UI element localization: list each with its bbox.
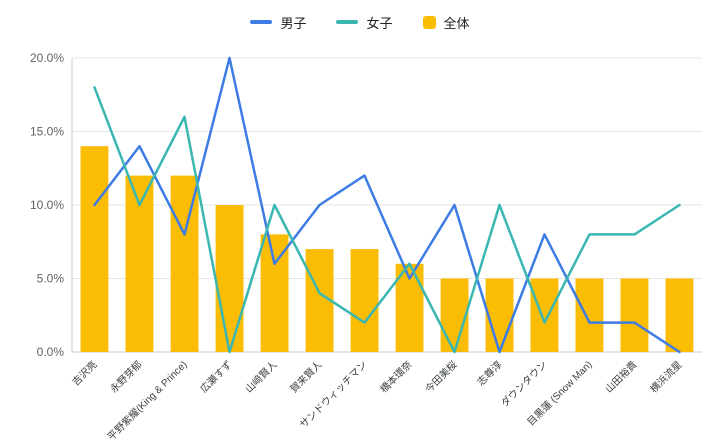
x-axis-category-label: 吉沢亮 bbox=[69, 358, 99, 388]
bar-overall-4[interactable] bbox=[260, 234, 289, 352]
x-axis-category-label: 山田裕貴 bbox=[602, 358, 639, 395]
bar-overall-11[interactable] bbox=[575, 278, 604, 353]
y-axis-tick-label: 0.0% bbox=[37, 345, 65, 359]
legend-item-overall[interactable]: 全体 bbox=[422, 13, 470, 32]
x-axis-category-label: 永野芽郁 bbox=[107, 358, 144, 395]
legend-label-boys: 男子 bbox=[280, 15, 307, 31]
bar-overall-10[interactable] bbox=[530, 278, 559, 353]
series-line-girls[interactable] bbox=[93, 86, 681, 354]
x-axis-category-label: ダウンタウン bbox=[498, 358, 550, 410]
y-axis-tick-label: 15.0% bbox=[30, 125, 64, 139]
legend-label-overall: 全体 bbox=[443, 15, 470, 31]
x-axis-category-label: 横浜流星 bbox=[647, 358, 684, 395]
legend-item-girls[interactable]: 女子 bbox=[336, 13, 393, 32]
line-marker-icon bbox=[336, 20, 359, 24]
y-axis-tick-label: 20.0% bbox=[30, 51, 64, 65]
legend-item-boys[interactable]: 男子 bbox=[250, 13, 306, 32]
y-axis-tick-label: 10.0% bbox=[30, 198, 64, 212]
bar-overall-8[interactable] bbox=[440, 278, 469, 353]
y-axis-tick-label: 5.0% bbox=[37, 272, 65, 286]
x-axis-category-label: 志尊淳 bbox=[474, 358, 504, 388]
series-line-boys[interactable] bbox=[93, 56, 681, 354]
x-axis-category-label: 平野紫耀(King & Prince) bbox=[105, 359, 189, 443]
bar-overall-13[interactable] bbox=[665, 278, 694, 353]
bar-overall-2[interactable] bbox=[170, 175, 199, 352]
bar-overall-6[interactable] bbox=[350, 249, 379, 352]
x-axis-category-label: 今田美桜 bbox=[422, 358, 459, 395]
chart-legend: 男子 女子 全体 bbox=[0, 0, 720, 44]
x-axis-category-label: 橋本環奈 bbox=[377, 358, 414, 395]
bar-overall-3[interactable] bbox=[215, 205, 244, 352]
chart-plot-area: 0.0% 5.0% 10.0% 15.0% 20.0% 吉沢亮 永野芽郁平野紫耀(King … bbox=[30, 51, 702, 443]
legend-label-girls: 女子 bbox=[366, 15, 393, 31]
bar-overall-12[interactable] bbox=[620, 278, 649, 353]
bar-marker-icon bbox=[422, 15, 436, 29]
x-axis-category-label: 山﨑賢人 bbox=[242, 358, 279, 395]
x-axis-category-label: 賀来賢人 bbox=[288, 359, 325, 396]
bar-overall-0[interactable] bbox=[80, 146, 109, 352]
x-axis-category-label: 広瀬すず bbox=[197, 358, 234, 395]
line-marker-icon bbox=[250, 20, 273, 24]
bar-overall-9[interactable] bbox=[485, 278, 514, 353]
